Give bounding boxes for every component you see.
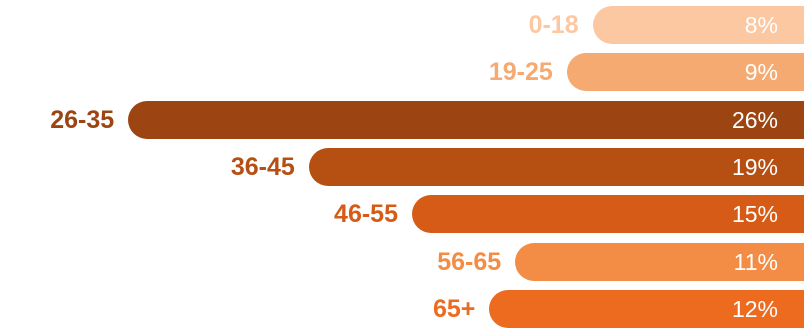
bar-row-36-45: 36-45 19% [0,148,804,186]
category-label: 36-45 [230,153,295,181]
bar-row-19-25: 19-25 9% [0,53,804,91]
category-label: 56-65 [437,248,502,276]
bar-value-label: 15% [731,201,778,227]
category-label: 0-18 [528,11,579,39]
age-distribution-chart: 0-18 8% 19-25 9% 26-35 26% 36-45 19% 46-55 15% 56-… [0,6,804,328]
bar-value-label: 11% [733,249,778,275]
bar-row-56-65: 56-65 11% [0,243,804,281]
bar-value-label: 19% [731,154,778,180]
bar-value-label: 9% [744,59,778,85]
bar-26-35: 26% [128,101,804,139]
bar-56-65: 11% [515,243,804,281]
bar-value-label: 12% [731,296,778,322]
bar-row-0-18: 0-18 8% [0,6,804,44]
bar-value-label: 26% [731,107,778,133]
category-label: 26-35 [50,106,115,134]
bar-row-65plus: 65+ 12% [0,290,804,328]
bar-65plus: 12% [489,290,804,328]
bar-46-55: 15% [412,195,804,233]
bar-36-45: 19% [308,148,804,186]
bar-0-18: 8% [592,6,804,44]
bar-value-label: 8% [744,12,778,38]
bar-19-25: 9% [566,53,804,91]
category-label: 19-25 [488,58,553,86]
bar-row-26-35: 26-35 26% [0,101,804,139]
bar-row-46-55: 46-55 15% [0,195,804,233]
category-label: 46-55 [334,200,398,228]
category-label: 65+ [432,295,476,323]
